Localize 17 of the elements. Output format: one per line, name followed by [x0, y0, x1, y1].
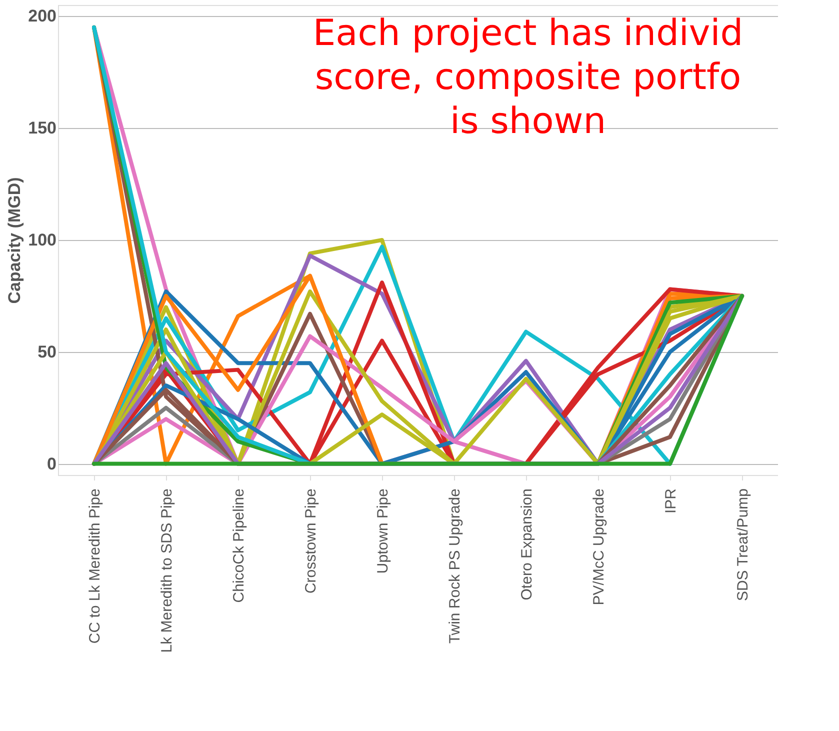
x-tick-label: IPR [662, 488, 680, 514]
x-tick-label: Otero Expansion [518, 488, 536, 600]
annotation: Each project has individ score, composite portfo is shown [312, 13, 744, 142]
x-tick-label: PV/McC Upgrade [590, 488, 608, 606]
x-tick-label: ChicoCk Pipeline [230, 488, 248, 603]
x-tick-label: Uptown Pipe [374, 488, 392, 574]
x-tick-label: SDS Treat/Pump [734, 488, 752, 602]
y-tick-label: 0 [47, 454, 56, 474]
x-tick-label: Lk Meredith to SDS Pipe [158, 488, 176, 653]
y-tick-label: 50 [38, 342, 56, 362]
x-tick-label: Twin Rock PS Upgrade [446, 488, 464, 644]
x-tick-label: Crosstown Pipe [302, 488, 320, 594]
y-axis-title: Capacity (MGD) [5, 177, 24, 304]
x-tick-label: CC to Lk Meredith Pipe [86, 488, 104, 644]
y-tick-label: 150 [28, 118, 56, 138]
y-tick-label: 200 [28, 6, 56, 26]
y-tick-label: 100 [28, 230, 56, 250]
